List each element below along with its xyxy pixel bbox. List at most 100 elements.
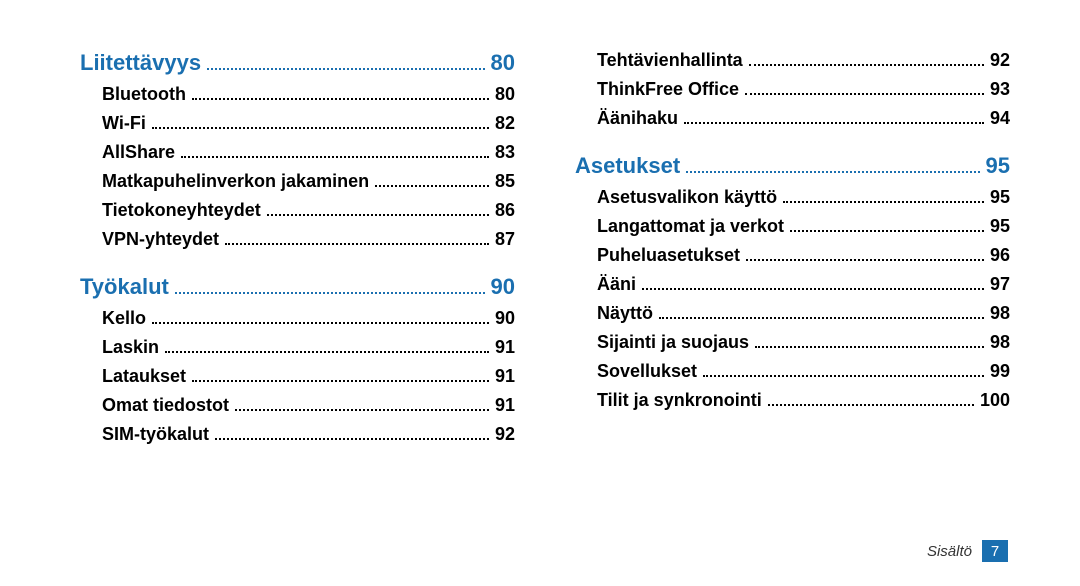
toc-section: Työkalut90Kello90Laskin91Lataukset91Omat…: [80, 274, 515, 445]
toc-item-page: 98: [990, 303, 1010, 324]
leader-dots: [181, 156, 489, 158]
toc-item-title: AllShare: [102, 142, 175, 163]
leader-dots: [375, 185, 489, 187]
toc-section-title: Työkalut: [80, 274, 169, 300]
toc-item-title: Tehtävienhallinta: [597, 50, 743, 71]
toc-item-page: 94: [990, 108, 1010, 129]
toc-item-row[interactable]: Näyttö 98: [575, 303, 1010, 324]
toc-item-page: 92: [495, 424, 515, 445]
toc-item-row[interactable]: Puheluasetukset 96: [575, 245, 1010, 266]
toc-item-title: Äänihaku: [597, 108, 678, 129]
toc-item-title: Wi-Fi: [102, 113, 146, 134]
toc-item-row[interactable]: Laskin 91: [80, 337, 515, 358]
toc-item-page: 83: [495, 142, 515, 163]
toc-section: Liitettävyys 80 Bluetooth 80 Wi-Fi 82 AllShare…: [80, 50, 515, 250]
toc-item-row[interactable]: Ääni 97: [575, 274, 1010, 295]
leader-dots: [783, 201, 984, 203]
toc-item-title: Puheluasetukset: [597, 245, 740, 266]
toc-section: Tehtävienhallinta 92 ThinkFree Office 93 Ään…: [575, 50, 1010, 129]
toc-item-title: Tilit ja synkronointi: [597, 390, 762, 411]
toc-item-row[interactable]: Sijainti ja suojaus 98: [575, 332, 1010, 353]
toc-item-title: Langattomat ja verkot: [597, 216, 784, 237]
toc-item-page: 86: [495, 200, 515, 221]
toc-item-page: 82: [495, 113, 515, 134]
leader-dots: [267, 214, 489, 216]
toc-item-title: VPN-yhteydet: [102, 229, 219, 250]
leader-dots: [790, 230, 984, 232]
toc-item-row[interactable]: SIM-työkalut 92: [80, 424, 515, 445]
leader-dots: [192, 380, 489, 382]
toc-item-page: 85: [495, 171, 515, 192]
toc-item-title: Sijainti ja suojaus: [597, 332, 749, 353]
leader-dots: [659, 317, 984, 319]
toc-item-row[interactable]: ThinkFree Office 93: [575, 79, 1010, 100]
toc-item-page: 99: [990, 361, 1010, 382]
toc-item-page: 91: [495, 395, 515, 416]
toc-section-page: 95: [986, 153, 1010, 179]
toc-item-title: Tietokoneyhteydet: [102, 200, 261, 221]
leader-dots: [215, 438, 489, 440]
toc-item-page: 90: [495, 308, 515, 329]
toc-item-row[interactable]: AllShare 83: [80, 142, 515, 163]
toc-section-page: 80: [491, 50, 515, 76]
toc-item-title: Asetusvalikon käyttö: [597, 187, 777, 208]
toc-item-row[interactable]: Tilit ja synkronointi 100: [575, 390, 1010, 411]
toc-item-row[interactable]: Kello 90: [80, 308, 515, 329]
leader-dots: [642, 288, 984, 290]
toc-item-row[interactable]: Omat tiedostot 91: [80, 395, 515, 416]
leader-dots: [745, 93, 984, 95]
toc-item-row[interactable]: Asetusvalikon käyttö95: [575, 187, 1010, 208]
toc-section-row[interactable]: Asetukset95: [575, 153, 1010, 179]
leader-dots: [684, 122, 984, 124]
leader-dots: [225, 243, 489, 245]
toc-item-page: 93: [990, 79, 1010, 100]
left-column: Liitettävyys 80 Bluetooth 80 Wi-Fi 82 AllShare…: [80, 50, 515, 469]
toc-item-row[interactable]: Tietokoneyhteydet 86: [80, 200, 515, 221]
toc-item-title: SIM-työkalut: [102, 424, 209, 445]
footer-label: Sisältö: [927, 543, 972, 560]
page-number-badge: 7: [982, 540, 1008, 562]
toc-item-row[interactable]: Wi-Fi 82: [80, 113, 515, 134]
toc-item-row[interactable]: Matkapuhelinverkon jakaminen85: [80, 171, 515, 192]
toc-item-page: 100: [980, 390, 1010, 411]
leader-dots: [235, 409, 489, 411]
toc-item-page: 95: [990, 216, 1010, 237]
toc-item-title: Laskin: [102, 337, 159, 358]
toc-item-row[interactable]: Tehtävienhallinta 92: [575, 50, 1010, 71]
leader-dots: [768, 404, 974, 406]
toc-item-page: 98: [990, 332, 1010, 353]
toc-item-title: Lataukset: [102, 366, 186, 387]
leader-dots: [749, 64, 984, 66]
toc-item-page: 91: [495, 337, 515, 358]
toc-item-page: 91: [495, 366, 515, 387]
leader-dots: [175, 292, 485, 294]
toc-item-row[interactable]: Lataukset 91: [80, 366, 515, 387]
toc-item-title: Näyttö: [597, 303, 653, 324]
toc-item-title: Omat tiedostot: [102, 395, 229, 416]
leader-dots: [207, 68, 484, 70]
toc-item-row[interactable]: VPN-yhteydet 87: [80, 229, 515, 250]
toc-section-row[interactable]: Liitettävyys 80: [80, 50, 515, 76]
toc-item-title: Bluetooth: [102, 84, 186, 105]
toc-item-row[interactable]: Bluetooth 80: [80, 84, 515, 105]
toc-item-page: 97: [990, 274, 1010, 295]
toc-section-page: 90: [491, 274, 515, 300]
toc-item-page: 87: [495, 229, 515, 250]
toc-section-row[interactable]: Työkalut 90: [80, 274, 515, 300]
toc-item-page: 80: [495, 84, 515, 105]
leader-dots: [152, 127, 489, 129]
toc-item-title: Sovellukset: [597, 361, 697, 382]
toc-item-title: ThinkFree Office: [597, 79, 739, 100]
toc-item-row[interactable]: Sovellukset 99: [575, 361, 1010, 382]
toc-item-page: 92: [990, 50, 1010, 71]
toc-item-title: Ääni: [597, 274, 636, 295]
leader-dots: [746, 259, 984, 261]
leader-dots: [165, 351, 489, 353]
toc-item-row[interactable]: Äänihaku 94: [575, 108, 1010, 129]
toc-section-title: Liitettävyys: [80, 50, 201, 76]
toc-item-row[interactable]: Langattomat ja verkot 95: [575, 216, 1010, 237]
columns-wrapper: Liitettävyys 80 Bluetooth 80 Wi-Fi 82 AllShare…: [80, 50, 1010, 469]
toc-item-title: Kello: [102, 308, 146, 329]
toc-item-page: 96: [990, 245, 1010, 266]
leader-dots: [703, 375, 984, 377]
